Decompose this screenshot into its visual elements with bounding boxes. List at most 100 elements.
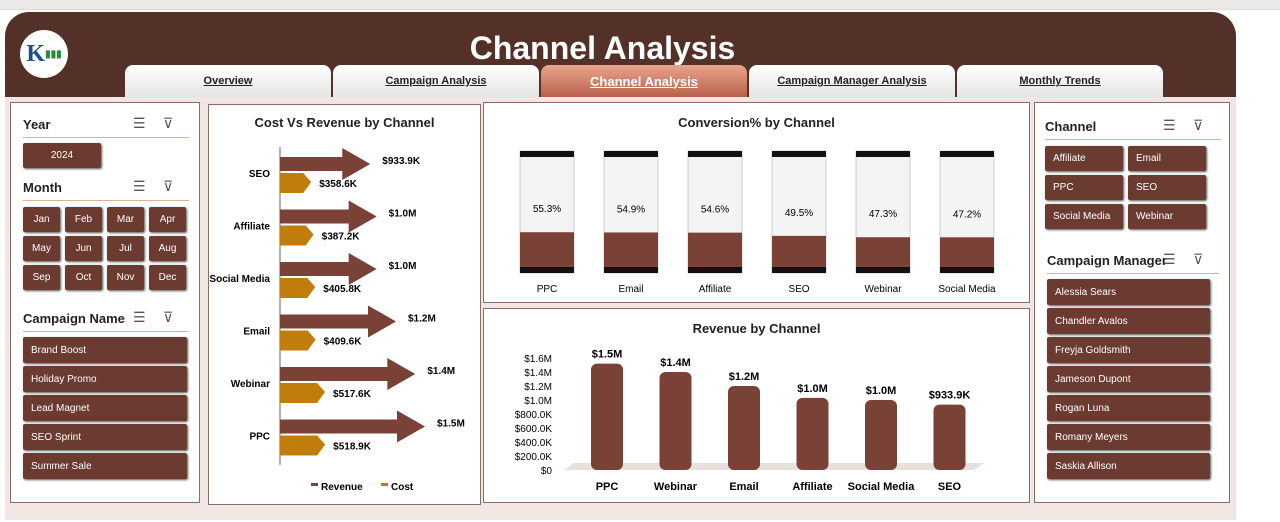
value-label: $933.9K bbox=[929, 390, 971, 402]
tab-channel-analysis[interactable]: Channel Analysis bbox=[541, 65, 747, 97]
cylinder-base bbox=[940, 267, 994, 273]
campaign-item[interactable]: Holiday Promo bbox=[23, 366, 187, 392]
revenue-label: $1.4M bbox=[427, 366, 455, 377]
manager-item[interactable]: Saskia Allison bbox=[1047, 453, 1210, 479]
manager-item[interactable]: Rogan Luna bbox=[1047, 395, 1210, 421]
y-tick: $1.0M bbox=[524, 396, 552, 407]
divider bbox=[23, 331, 189, 332]
divider bbox=[23, 200, 189, 201]
channel-item[interactable]: PPC bbox=[1045, 175, 1123, 200]
revenue-arrow bbox=[280, 148, 371, 180]
page-title: Channel Analysis bbox=[469, 30, 736, 66]
clear-filter-icon[interactable]: ⊽ bbox=[1193, 251, 1204, 267]
revenue-arrow bbox=[280, 200, 377, 233]
value-label: $1.4M bbox=[660, 357, 691, 369]
month-item[interactable]: Oct bbox=[65, 265, 102, 290]
conversion-fill bbox=[688, 232, 742, 267]
revenue-label: $1.0M bbox=[389, 209, 417, 220]
campaign-item[interactable]: Lead Magnet bbox=[23, 395, 187, 421]
campaign-item[interactable]: Brand Boost bbox=[23, 337, 187, 363]
conversion-fill bbox=[772, 235, 826, 267]
manager-item[interactable]: Chandler Avalos bbox=[1047, 308, 1210, 334]
manager-item[interactable]: Romany Meyers bbox=[1047, 424, 1210, 450]
right-filter-panel: Channel ☰ ⊽ Affiliate Email PPC SEO Social Medi… bbox=[1034, 102, 1230, 503]
conversion-label: 55.3% bbox=[533, 204, 561, 215]
month-item[interactable]: Feb bbox=[65, 207, 102, 232]
clear-filter-icon[interactable]: ⊽ bbox=[163, 115, 174, 131]
cost-vs-revenue-chart: Cost Vs Revenue by Channel SEO $933.9K $35… bbox=[208, 104, 481, 505]
cost-label: $405.8K bbox=[323, 284, 362, 295]
y-tick: $1.4M bbox=[524, 368, 552, 379]
multi-select-icon[interactable]: ☰ bbox=[1163, 251, 1176, 267]
cost-arrow bbox=[280, 225, 314, 246]
conversion-label: 54.6% bbox=[701, 205, 729, 216]
cylinder-cap bbox=[688, 151, 742, 157]
y-tick: $600.0K bbox=[515, 424, 553, 435]
y-tick: $0 bbox=[541, 466, 553, 477]
month-item[interactable]: Dec bbox=[149, 265, 186, 290]
multi-select-icon[interactable]: ☰ bbox=[1163, 117, 1176, 133]
multi-select-icon[interactable]: ☰ bbox=[133, 115, 146, 131]
revenue-bar bbox=[659, 372, 692, 470]
cylinder-base bbox=[688, 267, 742, 273]
month-item[interactable]: Nov bbox=[107, 265, 144, 290]
conversion-fill bbox=[604, 232, 658, 267]
multi-select-icon[interactable]: ☰ bbox=[133, 178, 146, 194]
category-label: Webinar bbox=[654, 481, 698, 493]
channel-item[interactable]: Affiliate bbox=[1045, 146, 1123, 171]
month-item[interactable]: May bbox=[23, 236, 60, 261]
value-label: $1.0M bbox=[866, 385, 897, 397]
cylinder-cap bbox=[856, 151, 910, 157]
campaign-item[interactable]: SEO Sprint bbox=[23, 424, 187, 450]
channel-item[interactable]: Social Media bbox=[1045, 204, 1123, 229]
category-label: Affiliate bbox=[233, 222, 270, 233]
category-label: Webinar bbox=[231, 379, 270, 390]
month-slicer-label: Month bbox=[23, 180, 62, 195]
tab-overview[interactable]: Overview bbox=[125, 65, 331, 97]
month-item[interactable]: Mar bbox=[107, 207, 144, 232]
value-label: $1.0M bbox=[797, 383, 828, 395]
revenue-arrow bbox=[280, 305, 396, 338]
month-item[interactable]: Apr bbox=[149, 207, 186, 232]
campaign-item[interactable]: Summer Sale bbox=[23, 453, 187, 479]
month-item[interactable]: Sep bbox=[23, 265, 60, 290]
clear-filter-icon[interactable]: ⊽ bbox=[163, 309, 174, 325]
cost-arrow bbox=[280, 278, 316, 298]
channel-item[interactable]: Webinar bbox=[1128, 204, 1206, 229]
manager-item[interactable]: Alessia Sears bbox=[1047, 279, 1210, 305]
channel-item[interactable]: SEO bbox=[1128, 175, 1206, 200]
clear-filter-icon[interactable]: ⊽ bbox=[163, 178, 174, 194]
year-item[interactable]: 2024 bbox=[23, 143, 101, 168]
month-item[interactable]: Jun bbox=[65, 236, 102, 261]
category-label: PPC bbox=[537, 284, 558, 295]
manager-slicer-label: Campaign Manager bbox=[1047, 253, 1167, 268]
campaign-slicer-label: Campaign Name bbox=[23, 311, 125, 326]
floor bbox=[564, 463, 984, 470]
channel-item[interactable]: Email bbox=[1128, 146, 1206, 171]
cylinder-base bbox=[520, 267, 574, 273]
month-item[interactable]: Jul bbox=[107, 236, 144, 261]
y-tick: $1.6M bbox=[524, 354, 552, 365]
cost-label: $518.9K bbox=[333, 442, 372, 453]
conversion-label: 47.3% bbox=[869, 209, 897, 220]
multi-select-icon[interactable]: ☰ bbox=[133, 309, 146, 325]
tab-campaign-manager-analysis[interactable]: Campaign Manager Analysis bbox=[749, 65, 955, 97]
tab-monthly-trends[interactable]: Monthly Trends bbox=[957, 65, 1163, 97]
manager-item[interactable]: Jameson Dupont bbox=[1047, 366, 1210, 392]
conversion-label: 47.2% bbox=[953, 209, 981, 220]
revenue-label: $1.5M bbox=[437, 419, 465, 430]
month-item[interactable]: Aug bbox=[149, 236, 186, 261]
clear-filter-icon[interactable]: ⊽ bbox=[1193, 117, 1204, 133]
cylinder-cap bbox=[940, 151, 994, 157]
month-item[interactable]: Jan bbox=[23, 207, 60, 232]
manager-item[interactable]: Freyja Goldsmith bbox=[1047, 337, 1210, 363]
legend-cost-swatch bbox=[381, 483, 388, 486]
tab-campaign-analysis[interactable]: Campaign Analysis bbox=[333, 65, 539, 97]
conversion-fill bbox=[520, 232, 574, 267]
conversion-label: 54.9% bbox=[617, 204, 645, 215]
cost-label: $387.2K bbox=[322, 232, 361, 243]
category-label: Social Media bbox=[209, 274, 270, 285]
category-label: Email bbox=[243, 327, 270, 338]
revenue-bar bbox=[591, 363, 623, 470]
category-label: PPC bbox=[596, 481, 619, 493]
